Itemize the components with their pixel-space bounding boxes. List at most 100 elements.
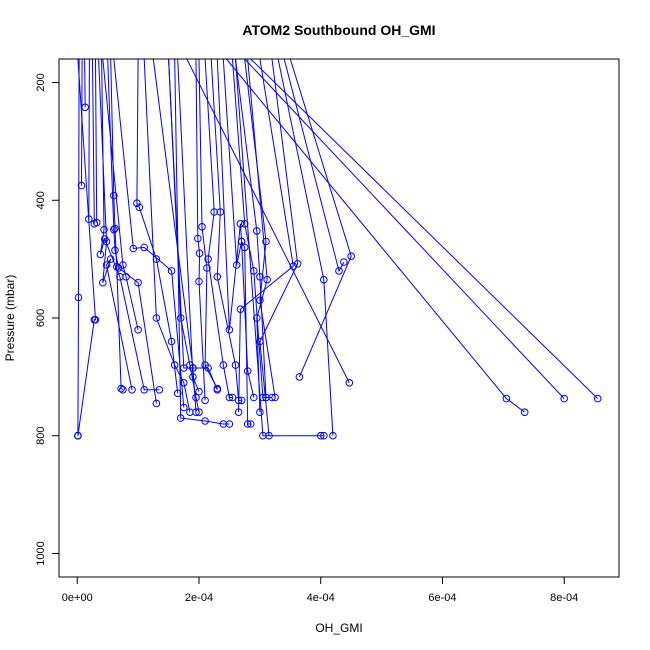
data-point [268,393,276,402]
profile-line-27 [247,59,268,413]
y-axis-label: Pressure (mbar) [3,275,17,362]
data-point [204,364,212,372]
y-tick-label: 800 [35,427,47,445]
data-point [128,386,136,394]
profile-line-5 [95,59,98,223]
profile-line-8 [110,59,124,391]
data-point [271,393,279,402]
y-axis: 200 400 600 800 1000 [35,73,60,566]
data-point [140,386,148,394]
profile-line-39 [152,59,218,390]
profile-line-10 [107,59,157,404]
data-point [92,218,101,227]
data-points [74,103,602,440]
data-point [236,305,245,314]
data-point [122,273,130,281]
data-point [173,389,182,398]
profile-line-24 [232,59,266,398]
data-point [102,237,111,246]
data-point [195,387,203,396]
profile-line-7 [98,59,133,390]
x-axis-label: OH_GMI [315,621,362,635]
data-point [320,431,328,440]
data-point [236,220,245,228]
data-point [293,260,302,268]
data-point [129,244,138,253]
data-point [195,277,203,286]
data-point [593,394,602,403]
data-point [198,223,206,231]
profile-line-17 [177,59,200,392]
data-point [259,431,267,440]
data-point [195,249,204,258]
profile-line-33 [186,59,350,384]
data-point [85,215,93,223]
data-point [100,235,109,243]
data-point [167,267,176,275]
data-point [195,408,203,417]
data-point [201,396,209,405]
profile-line-35 [244,59,565,399]
data-point [320,275,328,284]
data-point [176,314,185,322]
x-axis: 0e+00 2e-04 4e-04 6e-04 8e-04 [62,576,578,604]
profile-line-25 [235,59,272,398]
data-point [106,255,115,263]
data-point [74,293,83,302]
profile-lines [77,59,599,437]
x-tick-label: 2e-04 [185,592,213,604]
data-point [134,326,142,334]
data-point [560,394,569,403]
x-tick-label: 6e-04 [428,592,456,604]
data-point [262,393,270,402]
data-point [256,273,264,281]
data-point [180,379,188,387]
data-point [180,364,188,372]
data-point [520,408,529,417]
data-point [256,408,264,417]
data-point [231,361,240,369]
data-point [203,264,211,272]
data-point [189,364,197,372]
data-point [340,258,348,266]
data-point [152,255,161,263]
profile-line-14 [136,59,179,394]
data-point [189,373,197,381]
data-point [110,191,118,200]
data-point [262,237,270,246]
data-point [243,420,252,428]
data-point [77,181,86,190]
profile-line-18 [195,59,206,401]
profile-line-12 [77,59,97,436]
profile-line-13 [113,59,185,408]
x-tick-label: 8e-04 [550,592,578,604]
data-point [119,386,127,394]
data-point [225,326,234,334]
data-point [201,417,209,425]
data-point [110,225,118,234]
data-point [240,243,249,252]
data-point [140,243,148,252]
data-point [134,278,142,287]
profile-line-1 [84,59,86,108]
data-point [289,262,298,271]
y-tick-label: 400 [35,191,47,209]
profile-line-11 [77,59,80,436]
data-point [90,316,99,324]
profile-line-40 [235,59,324,437]
profile-line-15 [143,59,191,413]
data-point [152,399,161,408]
data-point [99,278,107,287]
data-point [316,431,325,440]
data-point [74,431,82,440]
data-point [234,396,243,405]
data-point [100,225,108,234]
data-point [263,275,272,284]
data-point [295,373,304,381]
profile-line-28 [238,59,294,413]
data-point [237,237,246,246]
profile-line-9 [102,59,139,330]
data-point [259,393,267,402]
profile-line-26 [244,59,276,398]
